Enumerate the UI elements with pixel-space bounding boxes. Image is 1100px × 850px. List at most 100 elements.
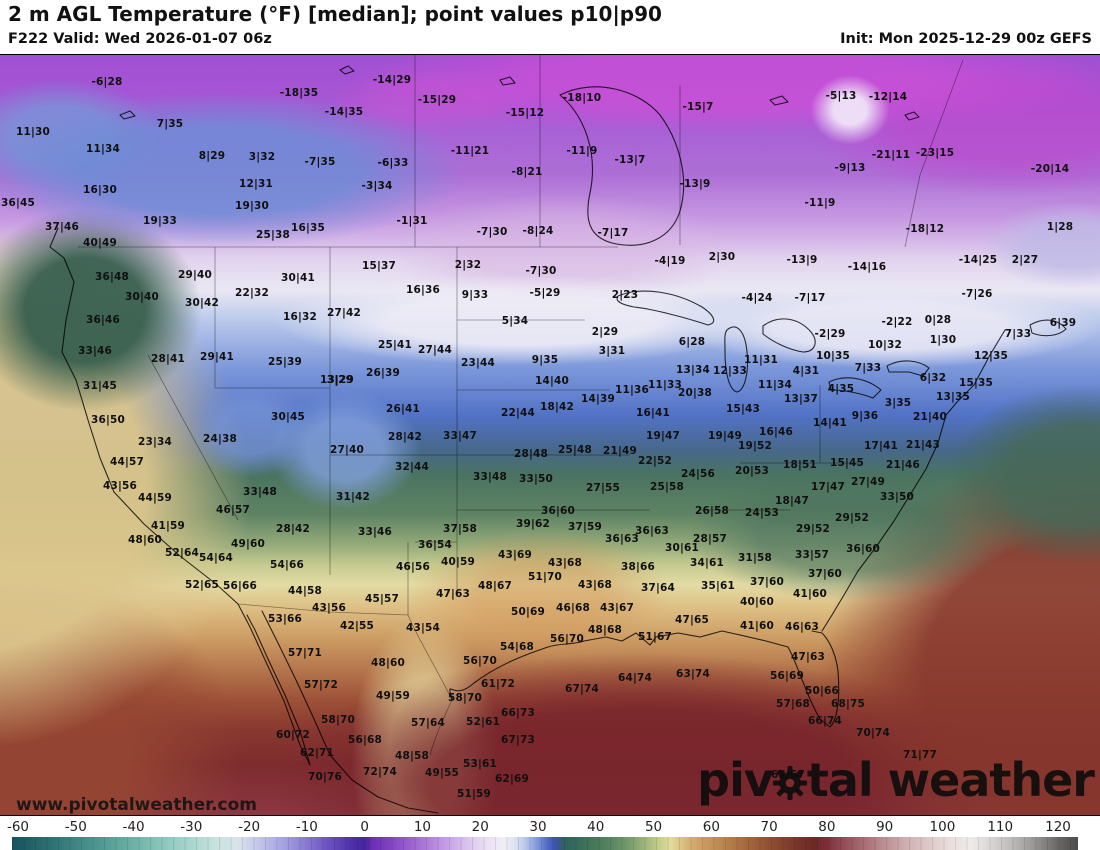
point-value: 14|39 [580, 393, 616, 405]
point-value: 66|73 [500, 707, 536, 719]
point-value: 23|34 [137, 436, 173, 448]
point-value: 12|35 [973, 350, 1009, 362]
point-value: 49|55 [424, 767, 460, 779]
geography-outlines [49, 55, 1067, 814]
point-value: 27|55 [585, 482, 621, 494]
florida-outline [739, 630, 840, 728]
point-value: -3|34 [361, 180, 393, 192]
point-value: 19|30 [234, 200, 270, 212]
point-value: 14|41 [812, 417, 848, 429]
point-value: 54|68 [499, 641, 535, 653]
point-value: 27|44 [417, 344, 453, 356]
point-value: 25|58 [649, 481, 685, 493]
point-value: 9|35 [531, 354, 559, 366]
logo-text-left: piv [697, 753, 774, 807]
state-borders [147, 247, 860, 615]
point-value: 52|61 [465, 716, 501, 728]
point-value: 5|34 [501, 315, 529, 327]
point-value: 53|66 [267, 613, 303, 625]
point-value: 70|76 [307, 771, 343, 783]
point-value: 10|32 [867, 339, 903, 351]
point-value: 35|61 [700, 580, 736, 592]
point-value: 16|30 [82, 184, 118, 196]
point-value: 56|69 [769, 670, 805, 682]
point-value: 3|29 [326, 374, 354, 386]
pivotal-weather-logo: piv tal weather [697, 753, 1095, 807]
colorbar-tick-label: 30 [529, 819, 547, 835]
point-value: 17|47 [810, 481, 846, 493]
point-value: 46|63 [784, 621, 820, 633]
point-value: 16|32 [282, 311, 318, 323]
point-value: 43|56 [311, 602, 347, 614]
point-value: 33|50 [879, 491, 915, 503]
colorbar-tick-label: -60 [6, 819, 30, 835]
point-value: 43|69 [497, 549, 533, 561]
colorbar-tick-label: 40 [587, 819, 605, 835]
point-value: -14|29 [372, 74, 412, 86]
point-value: 19|49 [707, 430, 743, 442]
point-value: 2|27 [1011, 254, 1039, 266]
point-value: -23|15 [915, 147, 955, 159]
point-value: 3|32 [248, 151, 276, 163]
point-value: 19|47 [645, 430, 681, 442]
point-value: 38|66 [620, 561, 656, 573]
points-layer: -6|28 -18|35 11|30 7|35 11|34 8|29 3|32 -7|35 12… [0, 55, 1100, 815]
point-value: 1|28 [1046, 221, 1074, 233]
point-value: 11|34 [757, 379, 793, 391]
point-value: 46|68 [555, 602, 591, 614]
point-value: 50|66 [804, 685, 840, 697]
point-value: 27|42 [326, 307, 362, 319]
point-value: 7|35 [156, 118, 184, 130]
east-coast-outline [821, 319, 1067, 632]
point-value: 30|40 [124, 291, 160, 303]
point-value: 37|58 [442, 523, 478, 535]
point-value: 22|32 [234, 287, 270, 299]
point-value: 24|38 [202, 433, 238, 445]
point-value: 62|71 [299, 747, 335, 759]
point-value: 56|70 [462, 655, 498, 667]
point-value: -13|7 [614, 154, 646, 166]
point-value: -15|12 [505, 107, 545, 119]
point-value: 17|41 [863, 440, 899, 452]
point-value: 2|30 [708, 251, 736, 263]
point-value: -1|31 [396, 215, 428, 227]
point-value: -7|30 [476, 226, 508, 238]
point-value: 4|31 [792, 365, 820, 377]
colorbar-tick-label: 10 [413, 819, 432, 835]
great-lakes-outline [616, 290, 930, 399]
point-value: -13|9 [679, 178, 711, 190]
point-value: 40|59 [440, 556, 476, 568]
point-value: -18|10 [562, 92, 602, 104]
point-value: 11|31 [743, 354, 779, 366]
point-value: 33|48 [472, 471, 508, 483]
point-value: 11|33 [647, 379, 683, 391]
point-value: 11|36 [614, 384, 650, 396]
point-value: 2|23 [611, 289, 639, 301]
colorbar-tick-label: 20 [471, 819, 489, 835]
point-value: -20|14 [1030, 163, 1070, 175]
point-value: 58|70 [447, 692, 483, 704]
point-value: 45|57 [364, 593, 400, 605]
valid-time-label: F222 Valid: Wed 2026-01-07 06z [8, 31, 272, 47]
colorbar-strip [12, 837, 1078, 850]
province-borders [414, 55, 964, 248]
point-value: 16|36 [405, 284, 441, 296]
point-value: 57|71 [287, 647, 323, 659]
point-value: 25|48 [557, 444, 593, 456]
point-value: 25|38 [255, 229, 291, 241]
point-value: 57|64 [410, 717, 446, 729]
point-value: 13|35 [935, 391, 971, 403]
gulf-coast-outline [449, 630, 741, 701]
point-value: 48|68 [587, 624, 623, 636]
point-value: 8|29 [198, 150, 226, 162]
point-value: 3|35 [884, 397, 912, 409]
point-value: 29|52 [834, 512, 870, 524]
point-value: 43|68 [547, 557, 583, 569]
colorbar-tick-label: 50 [644, 819, 663, 835]
point-value: -15|29 [417, 94, 457, 106]
point-value: 42|55 [339, 620, 375, 632]
point-value: 33|47 [442, 430, 478, 442]
point-value: 20|53 [734, 465, 770, 477]
point-value: 54|66 [269, 559, 305, 571]
point-value: 28|57 [692, 533, 728, 545]
